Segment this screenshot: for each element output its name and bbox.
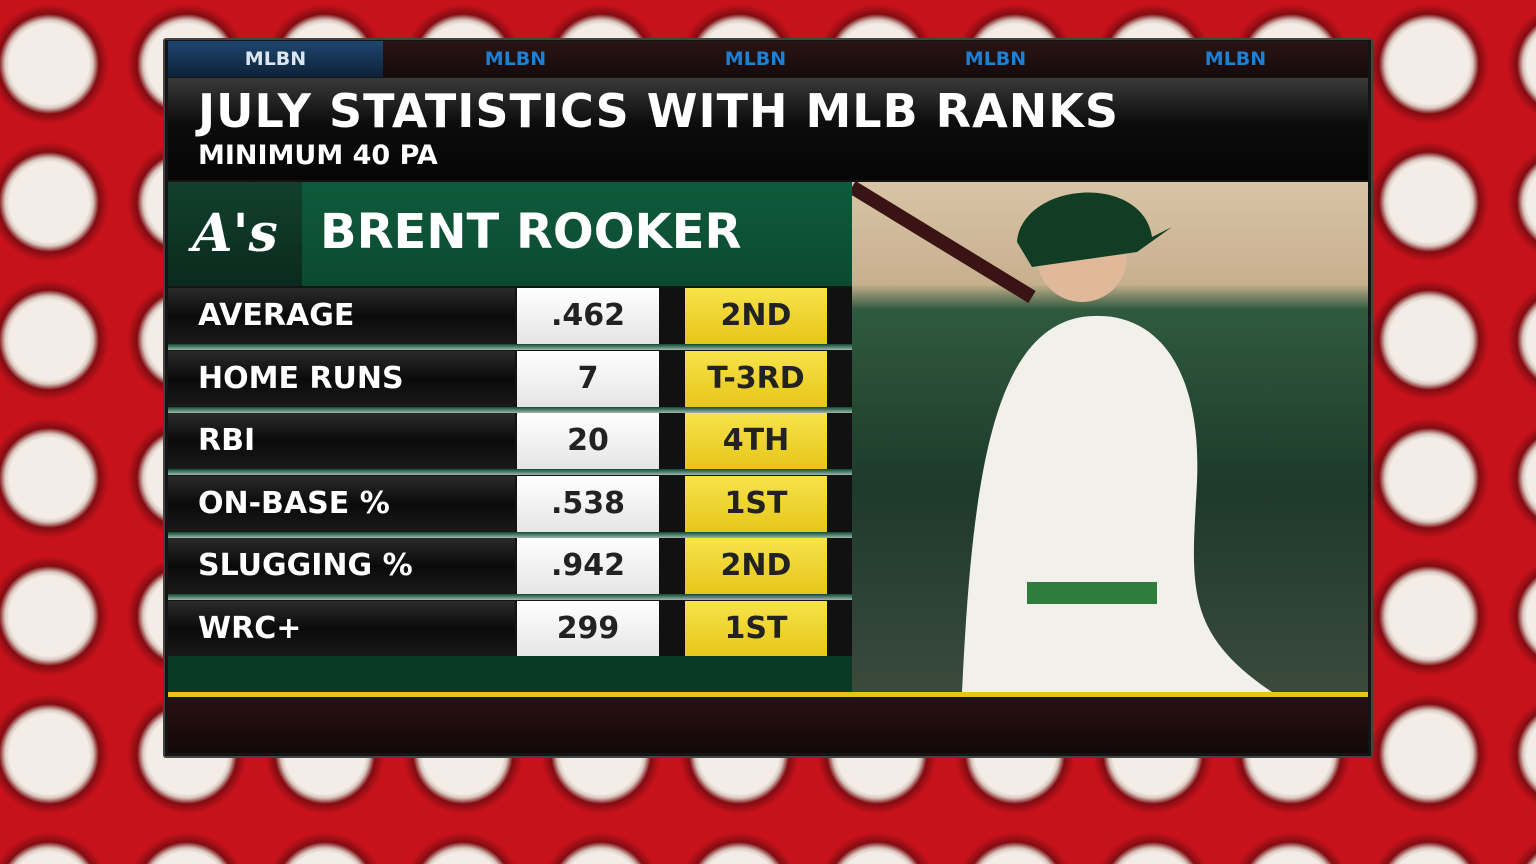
bat <box>852 182 1036 303</box>
tab: MLBN <box>168 41 383 77</box>
stat-value: .462 <box>517 288 659 344</box>
cell-gap <box>827 600 852 657</box>
accent-line <box>168 692 1368 697</box>
stat-label: SLUGGING % <box>168 538 515 594</box>
cell-gap <box>659 538 685 594</box>
row-separator <box>168 531 852 538</box>
stat-rank: 2ND <box>685 288 827 344</box>
cell-gap <box>659 288 685 344</box>
subtitle: MINIMUM 40 PA <box>198 140 438 171</box>
stat-rank: 1ST <box>685 600 827 657</box>
helmet <box>1017 192 1172 267</box>
cell-gap <box>659 600 685 657</box>
stat-rank: T-3RD <box>685 350 827 407</box>
bottom-strip <box>168 699 1368 753</box>
stat-label: AVERAGE <box>168 288 515 344</box>
tab: MLBN <box>964 48 1027 70</box>
name-band <box>302 182 852 286</box>
player-name: BRENT ROOKER <box>320 204 742 260</box>
belt <box>1027 582 1157 604</box>
cell-gap <box>659 350 685 407</box>
player-photo <box>852 182 1368 692</box>
stat-value: 299 <box>517 600 659 657</box>
stat-rank: 1ST <box>685 475 827 532</box>
title-band <box>168 78 1368 180</box>
row-separator <box>168 406 852 413</box>
row-separator <box>168 344 852 350</box>
cell-gap <box>827 350 852 407</box>
tab: MLBN <box>1204 48 1267 70</box>
table-footer <box>168 656 852 692</box>
cell-gap <box>659 475 685 532</box>
stat-value: 20 <box>517 413 659 469</box>
team-logo: A's <box>168 182 302 286</box>
row-separator <box>168 469 852 475</box>
stat-value: .942 <box>517 538 659 594</box>
jersey <box>962 315 1272 692</box>
stat-value: 7 <box>517 350 659 407</box>
tab-bar: MLBN MLBN MLBN MLBN MLBN <box>168 41 1368 77</box>
cell-gap <box>827 538 852 594</box>
cell-gap <box>659 413 685 469</box>
stat-rank: 4TH <box>685 413 827 469</box>
stat-value: .538 <box>517 475 659 532</box>
cell-gap <box>827 475 852 532</box>
photo-illustration <box>852 182 1272 692</box>
stat-label: ON-BASE % <box>168 475 515 532</box>
stat-label: WRC+ <box>168 600 515 657</box>
title: JULY STATISTICS WITH MLB RANKS <box>198 84 1119 138</box>
stat-label: RBI <box>168 413 515 469</box>
tab: MLBN <box>484 48 547 70</box>
cell-gap <box>827 288 852 344</box>
cell-gap <box>827 413 852 469</box>
row-separator <box>168 594 852 600</box>
tab: MLBN <box>724 48 787 70</box>
stat-rank: 2ND <box>685 538 827 594</box>
stat-label: HOME RUNS <box>168 350 515 407</box>
